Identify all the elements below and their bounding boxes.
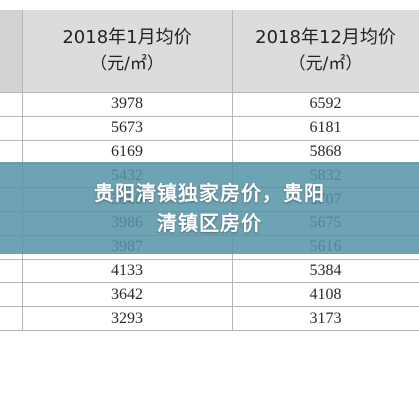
row-label-cell [0, 140, 23, 165]
dec-price-cell: 5868 [232, 140, 419, 165]
jan-price-cell: 3642 [22, 282, 233, 308]
header-dec-line1: 2018年12月均价 [255, 27, 396, 48]
dec-price-cell: 3173 [232, 306, 419, 331]
dec-price-cell: 5384 [232, 259, 419, 284]
banner-title-line1: 贵阳清镇独家房价，贵阳 [94, 181, 325, 205]
jan-price-cell: 3978 [22, 92, 233, 117]
table-row: 4133 5384 [0, 259, 419, 284]
header-jan-line1: 2018年1月均价 [62, 27, 192, 48]
row-label-cell [0, 92, 23, 117]
dec-price-cell: 6181 [232, 116, 419, 141]
row-label-cell [0, 116, 23, 141]
jan-price-cell: 6169 [22, 140, 233, 165]
dec-price-cell: 4108 [232, 282, 419, 308]
title-banner: 贵阳清镇独家房价，贵阳 清镇区房价 [0, 162, 419, 254]
header-dec-unit: （元/㎡） [288, 54, 363, 74]
header-jan-price: 2018年1月均价 （元/㎡） [22, 10, 233, 93]
dec-price-cell: 6592 [232, 92, 419, 117]
jan-price-cell: 5673 [22, 116, 233, 141]
table-row: 3293 3173 [0, 306, 419, 331]
header-jan-unit: （元/㎡） [90, 54, 164, 74]
table-row: 5673 6181 [0, 116, 419, 141]
table-header-row: 2018年1月均价 （元/㎡） 2018年12月均价 （元/㎡） [0, 10, 419, 93]
table-row: 3642 4108 [0, 282, 419, 308]
row-label-cell [0, 306, 23, 331]
row-label-cell [0, 282, 23, 308]
jan-price-cell: 3293 [22, 306, 233, 331]
header-cell-left [0, 10, 23, 93]
row-label-cell [0, 259, 23, 284]
banner-title-line2: 清镇区房价 [157, 211, 262, 235]
header-dec-price: 2018年12月均价 （元/㎡） [232, 10, 419, 93]
table-row: 6169 5868 [0, 140, 419, 165]
jan-price-cell: 4133 [22, 259, 233, 284]
table-row: 3978 6592 [0, 92, 419, 117]
